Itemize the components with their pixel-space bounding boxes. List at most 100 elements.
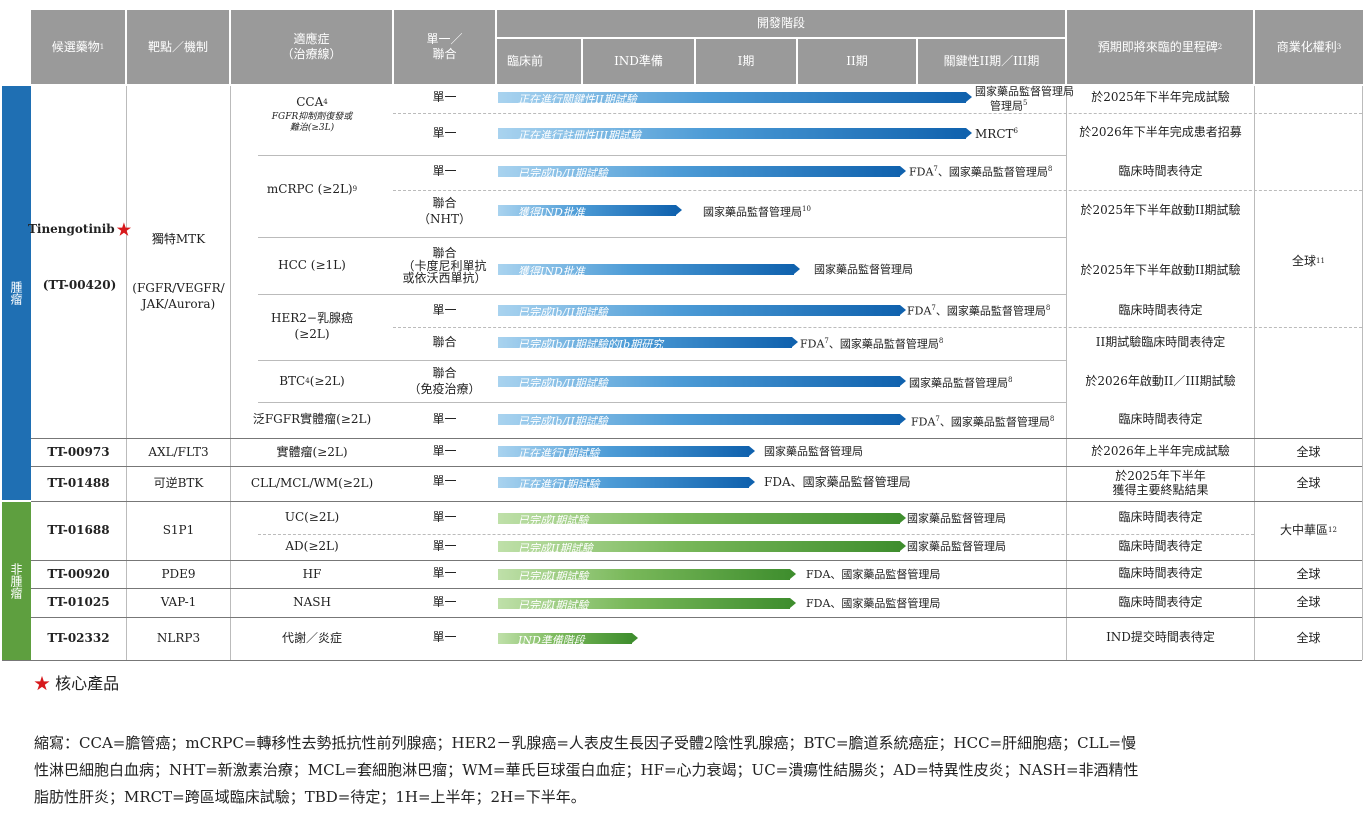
divider xyxy=(230,86,231,660)
row-divider xyxy=(31,438,1362,439)
mode-combo-io: 聯合 （免疫治療） xyxy=(408,366,481,396)
indication-hcc: HCC (≥1L) xyxy=(278,258,346,273)
section-non-oncology: 非腫瘤 xyxy=(2,502,31,660)
regulator-label: MRCT6 xyxy=(975,127,1018,141)
target-tt02332: NLRP3 xyxy=(156,631,201,646)
progress-bar: 獲得IND批准 xyxy=(498,205,682,219)
target-tt00973: AXL/FLT3 xyxy=(148,444,209,459)
regulator-label: FDA、國家藥品監督管理局 xyxy=(806,568,941,581)
milestone: 臨床時間表待定 xyxy=(1118,412,1203,427)
progress-bar: 正在進行關鍵性II期試驗 xyxy=(498,92,972,106)
drug-tinengotinib: Tinengotinib ★ xyxy=(27,219,132,239)
indication-cll: CLL/MCL/WM(≥2L) xyxy=(250,476,374,491)
row-divider xyxy=(393,113,1362,114)
star-icon: ★ xyxy=(34,674,51,693)
regulator-label: 管理局5 xyxy=(990,99,1028,113)
rights-tt01688: 大中華區 12 xyxy=(1280,523,1337,538)
milestone: 臨床時間表待定 xyxy=(1118,303,1203,318)
row-divider xyxy=(258,534,1254,535)
indication-her2: HER2−乳腺癌 (≥2L) xyxy=(271,311,353,341)
header-candidate: 候選藥物 1 xyxy=(31,10,125,84)
mode-single: 單一 xyxy=(432,566,457,581)
mode-single: 單一 xyxy=(432,539,457,554)
mode-single: 單一 xyxy=(432,630,457,645)
target-tt01688: S1P1 xyxy=(162,523,195,538)
row-divider xyxy=(258,360,1066,361)
progress-bar: 獲得IND批准 xyxy=(498,264,800,278)
divider xyxy=(1254,86,1255,660)
indication-cca-note: FGFR抑制劑復發或 難治(≥3L) xyxy=(271,112,353,133)
drug-tt00920: TT-00920 xyxy=(47,566,110,581)
target-tt01488: 可逆BTK xyxy=(153,476,204,491)
indication-nash: NASH xyxy=(293,595,331,610)
row-divider xyxy=(31,501,1362,502)
indication-mcrpc: mCRPC (≥2L) 9 xyxy=(266,182,358,197)
mode-single: 單一 xyxy=(432,303,457,318)
drug-tt01025: TT-01025 xyxy=(47,595,110,610)
regulator-label: FDA7、國家藥品監督管理局8 xyxy=(800,337,944,351)
rights-tt01025: 全球 xyxy=(1296,595,1321,610)
header-dev-stage: 開發階段 xyxy=(497,10,1065,37)
rights-tt02332: 全球 xyxy=(1296,631,1321,646)
row-divider xyxy=(31,466,1362,467)
drug-tinengotinib-code: (TT-00420) xyxy=(42,278,117,293)
regulator-label: 國家藥品監督管理局 xyxy=(907,540,1006,553)
abbreviations-line: 性淋巴細胞白血病；NHT=新激素治療；MCL=套細胞淋巴瘤；WM=華氏巨球蛋白血… xyxy=(34,761,1139,779)
milestone: 臨床時間表待定 xyxy=(1118,510,1203,525)
mode-single: 單一 xyxy=(432,444,457,459)
target-tt00920: PDE9 xyxy=(161,566,196,581)
milestone: IND提交時間表待定 xyxy=(1106,630,1215,645)
indication-solid: 實體瘤(≥2L) xyxy=(276,444,348,459)
row-divider xyxy=(31,560,1362,561)
row-divider xyxy=(258,402,1066,403)
indication-hf: HF xyxy=(302,566,322,581)
header-mono-combo: 單一／ 聯合 xyxy=(394,10,495,84)
milestone: 臨床時間表待定 xyxy=(1118,566,1203,581)
header-stage-ind: IND準備 xyxy=(583,39,694,84)
regulator-label: 國家藥品監督管理局8 xyxy=(909,376,1013,390)
mode-single: 單一 xyxy=(432,474,457,489)
drug-tt01688: TT-01688 xyxy=(47,523,110,538)
regulator-label: FDA7、國家藥品監督管理局8 xyxy=(907,304,1051,318)
row-divider xyxy=(393,327,1362,328)
legend-core-product: ★ 核心產品 xyxy=(34,674,120,693)
mode-combo: 聯合 xyxy=(432,335,457,350)
regulator-label: 國家藥品監督管理局 xyxy=(764,445,863,458)
regulator-label: 國家藥品監督管理局 xyxy=(814,263,913,276)
mode-single: 單一 xyxy=(432,126,457,141)
abbreviations-line: 縮寫：CCA=膽管癌；mCRPC=轉移性去勢抵抗性前列腺癌；HER2－乳腺癌=人… xyxy=(34,734,1137,752)
progress-bar: 已完成Ib/II期試驗 xyxy=(498,305,906,319)
mode-combo-nht: 聯合 （NHT） xyxy=(418,196,471,226)
regulator-label: 國家藥品監督管理局 xyxy=(975,85,1074,98)
regulator-label: FDA、國家藥品監督管理局 xyxy=(764,475,911,489)
row-divider xyxy=(258,155,1066,156)
row-divider xyxy=(393,190,1362,191)
header-stage-pivotal: 關鍵性II期／III期 xyxy=(918,39,1065,84)
mode-combo-hcc: 聯合 （卡度尼利單抗 或依沃西單抗） xyxy=(402,246,487,286)
progress-bar: IND準備階段 xyxy=(498,633,638,647)
header-indication: 適應症 （治療線） xyxy=(231,10,392,84)
regulator-label: 國家藥品監督管理局10 xyxy=(703,205,811,219)
regulator-label: FDA、國家藥品監督管理局 xyxy=(806,597,941,610)
regulator-label: FDA7、國家藥品監督管理局8 xyxy=(911,415,1055,429)
indication-cca: CCA 4 xyxy=(296,95,328,110)
indication-pan-fgfr: 泛FGFR實體瘤(≥2L) xyxy=(252,412,372,427)
row-divider xyxy=(31,588,1362,589)
divider xyxy=(126,86,127,660)
milestone: 臨床時間表待定 xyxy=(1118,164,1203,179)
rights-tinengotinib: 全球 11 xyxy=(1292,254,1325,269)
section-oncology: 腫瘤 xyxy=(2,86,31,500)
divider xyxy=(1066,86,1067,660)
milestone: 於2026年上半年完成試驗 xyxy=(1091,444,1230,459)
milestone: 於2025年下半年完成試驗 xyxy=(1091,90,1230,105)
indication-btc: BTC 4 (≥2L) xyxy=(279,374,345,389)
progress-bar: 已完成I期試驗 xyxy=(498,513,906,527)
rights-tt01488: 全球 xyxy=(1296,476,1321,491)
target-tinengotinib-detail: (FGFR/VEGFR/JAK/Aurora) xyxy=(132,281,225,311)
rights-tt00920: 全球 xyxy=(1296,566,1321,581)
row-divider xyxy=(258,294,1066,295)
progress-bar: 已完成II期試驗 xyxy=(498,541,906,555)
drug-tt02332: TT-02332 xyxy=(47,631,110,646)
milestone: 於2025年下半年啟動II期試驗 xyxy=(1080,203,1241,218)
target-tinengotinib: 獨特MTK xyxy=(151,232,206,247)
